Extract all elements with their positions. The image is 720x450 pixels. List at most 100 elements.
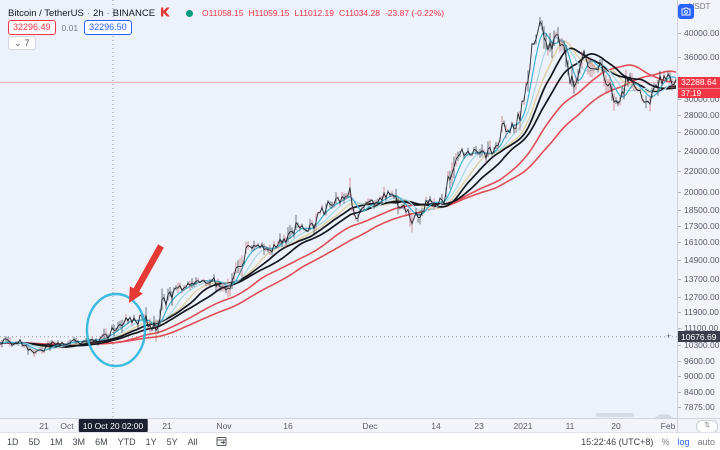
price-axis-tick: 9000.00 <box>684 371 715 381</box>
range-1y[interactable]: 1Y <box>145 436 157 447</box>
price-tick-dash <box>678 57 681 59</box>
last-price-badge: 32288.64 <box>678 76 720 88</box>
price-axis-tick: 14900.00 <box>684 255 720 266</box>
percent-scale-button[interactable]: % <box>661 436 670 447</box>
time-axis-tick: Oct <box>60 421 74 431</box>
price-tick-dash <box>678 33 681 34</box>
market-status-dot <box>186 9 194 17</box>
price-tick-dash <box>678 296 681 298</box>
time-axis-tick: 11 <box>565 421 575 431</box>
sell-button[interactable]: 32296.49 <box>8 20 56 35</box>
ohlc-readout: O11058.15 H11059.15 L11012.19 C11034.28 … <box>202 8 444 18</box>
camera-icon <box>681 7 691 16</box>
price-axis-tick: 7875.00 <box>684 401 715 412</box>
bottom-toolbar: 1D 5D 1M 3M 6M YTD 1Y 5Y All 15:22:46 (U… <box>0 432 720 450</box>
price-tick-dash <box>678 279 681 281</box>
price-axis-tick: 28000.00 <box>684 110 720 120</box>
spread-value: 0.01 <box>61 22 79 33</box>
price-axis-tick: 16100.00 <box>684 237 720 248</box>
price-tick-dash <box>678 132 681 134</box>
price-axis-tick: 24000.00 <box>684 145 720 156</box>
price-tick-dash <box>678 99 681 101</box>
range-6m[interactable]: 6M <box>95 436 108 447</box>
arrow-annotation <box>132 244 164 295</box>
arrow-annotation-head <box>129 286 143 303</box>
price-axis-tick: 10300.00 <box>684 339 720 350</box>
price-axis-tick: 18500.00 <box>684 205 720 216</box>
snapshot-camera-button[interactable] <box>678 4 694 19</box>
low-value: L11012.19 <box>294 8 334 18</box>
price-axis-tick: 22000.00 <box>684 165 720 176</box>
symbol-header: Bitcoin / TetherUS · 2h · BINANCE O11058… <box>8 4 444 22</box>
time-axis-tick: 23 <box>474 421 484 431</box>
range-selector: 1D 5D 1M 3M 6M YTD 1Y 5Y All <box>7 433 228 450</box>
log-scale-button[interactable]: log <box>677 436 690 447</box>
price-tick-dash <box>678 344 681 346</box>
time-axis-tick: 2021 <box>513 421 533 431</box>
trend-highlight-ellipse <box>85 292 147 368</box>
symbol-name[interactable]: Bitcoin / TetherUS <box>8 7 84 19</box>
price-axis[interactable]: USDT 32288.64 37:19 10676.69 40000.00 360… <box>677 0 720 418</box>
open-value: O11058.15 <box>202 8 244 18</box>
buy-button[interactable]: 32296.50 <box>84 20 132 35</box>
range-ytd[interactable]: YTD <box>117 436 136 447</box>
range-all[interactable]: All <box>187 436 198 447</box>
price-axis-tick: 40000.00 <box>684 28 720 38</box>
time-axis-tick: 16 <box>283 421 293 431</box>
separator-dot: · <box>86 7 91 19</box>
range-1m[interactable]: 1M <box>50 436 63 447</box>
crosshair-price-badge: 10676.69 <box>678 331 720 343</box>
bar-countdown-badge: 37:19 <box>678 87 720 98</box>
time-axis-tick: 21 <box>39 421 49 431</box>
go-to-date-icon <box>216 437 227 446</box>
exchange-label[interactable]: BINANCE <box>112 7 156 19</box>
range-5d[interactable]: 5D <box>28 436 41 447</box>
time-axis-tick: Nov <box>216 421 232 431</box>
price-axis-tick: 12700.00 <box>684 291 720 302</box>
separator-dot: · <box>106 7 110 19</box>
price-tick-dash <box>678 115 681 116</box>
price-tick-dash <box>678 192 681 194</box>
price-axis-tick: 36000.00 <box>684 52 720 63</box>
price-tick-dash <box>678 311 681 313</box>
range-1d[interactable]: 1D <box>7 436 19 447</box>
price-axis-tick: 26000.00 <box>684 127 720 138</box>
bid-ask-row: 32296.49 0.01 32296.50 <box>8 20 132 35</box>
publisher-logo-icon <box>161 4 170 22</box>
close-value: C11034.28 <box>339 8 380 18</box>
price-axis-tick: 13700.00 <box>684 274 720 285</box>
price-axis-unit[interactable]: USDT <box>688 2 711 11</box>
price-tick-dash <box>678 225 681 227</box>
price-tick-dash <box>678 260 681 262</box>
price-tick-dash <box>678 150 681 152</box>
time-axis[interactable]: 10 Oct 20 02:00 ⇅ 21 Oct 21 Nov 16 Dec 14 23 202… <box>0 418 720 433</box>
indicators-collapse-button[interactable]: ⌄ 7 <box>8 36 36 50</box>
time-axis-tick: 20 <box>611 421 621 431</box>
price-tick-dash <box>678 210 681 212</box>
price-axis-tick: 11100.00 <box>684 322 719 333</box>
price-axis-tick: 11900.00 <box>684 306 719 317</box>
indicators-count: 7 <box>24 38 30 48</box>
price-axis-tick: 9600.00 <box>684 356 715 367</box>
auto-scale-button[interactable]: auto <box>697 436 715 447</box>
price-tick-dash <box>678 406 681 408</box>
interval-label[interactable]: 2h <box>93 7 104 19</box>
price-tick-dash <box>678 327 681 329</box>
clock-utc[interactable]: 15:22:46 (UTC+8) <box>581 436 654 447</box>
price-tick-dash <box>678 361 681 363</box>
chevron-down-icon: ⌄ <box>14 38 22 48</box>
go-to-date-button[interactable] <box>216 436 228 447</box>
range-3m[interactable]: 3M <box>72 436 86 447</box>
time-axis-tick: 14 <box>431 421 441 431</box>
price-axis-tick: 17300.00 <box>684 220 720 231</box>
change-value: -23.87 (-0.22%) <box>384 8 445 18</box>
time-axis-tick: Feb <box>660 421 676 431</box>
price-tick-dash <box>678 376 681 377</box>
plus-icon[interactable]: + <box>666 331 672 342</box>
range-5y[interactable]: 5Y <box>166 436 178 447</box>
price-axis-tick: 8400.00 <box>684 386 715 397</box>
axis-corner-divider <box>677 419 678 432</box>
price-axis-tick: 30000.00 <box>684 94 720 105</box>
